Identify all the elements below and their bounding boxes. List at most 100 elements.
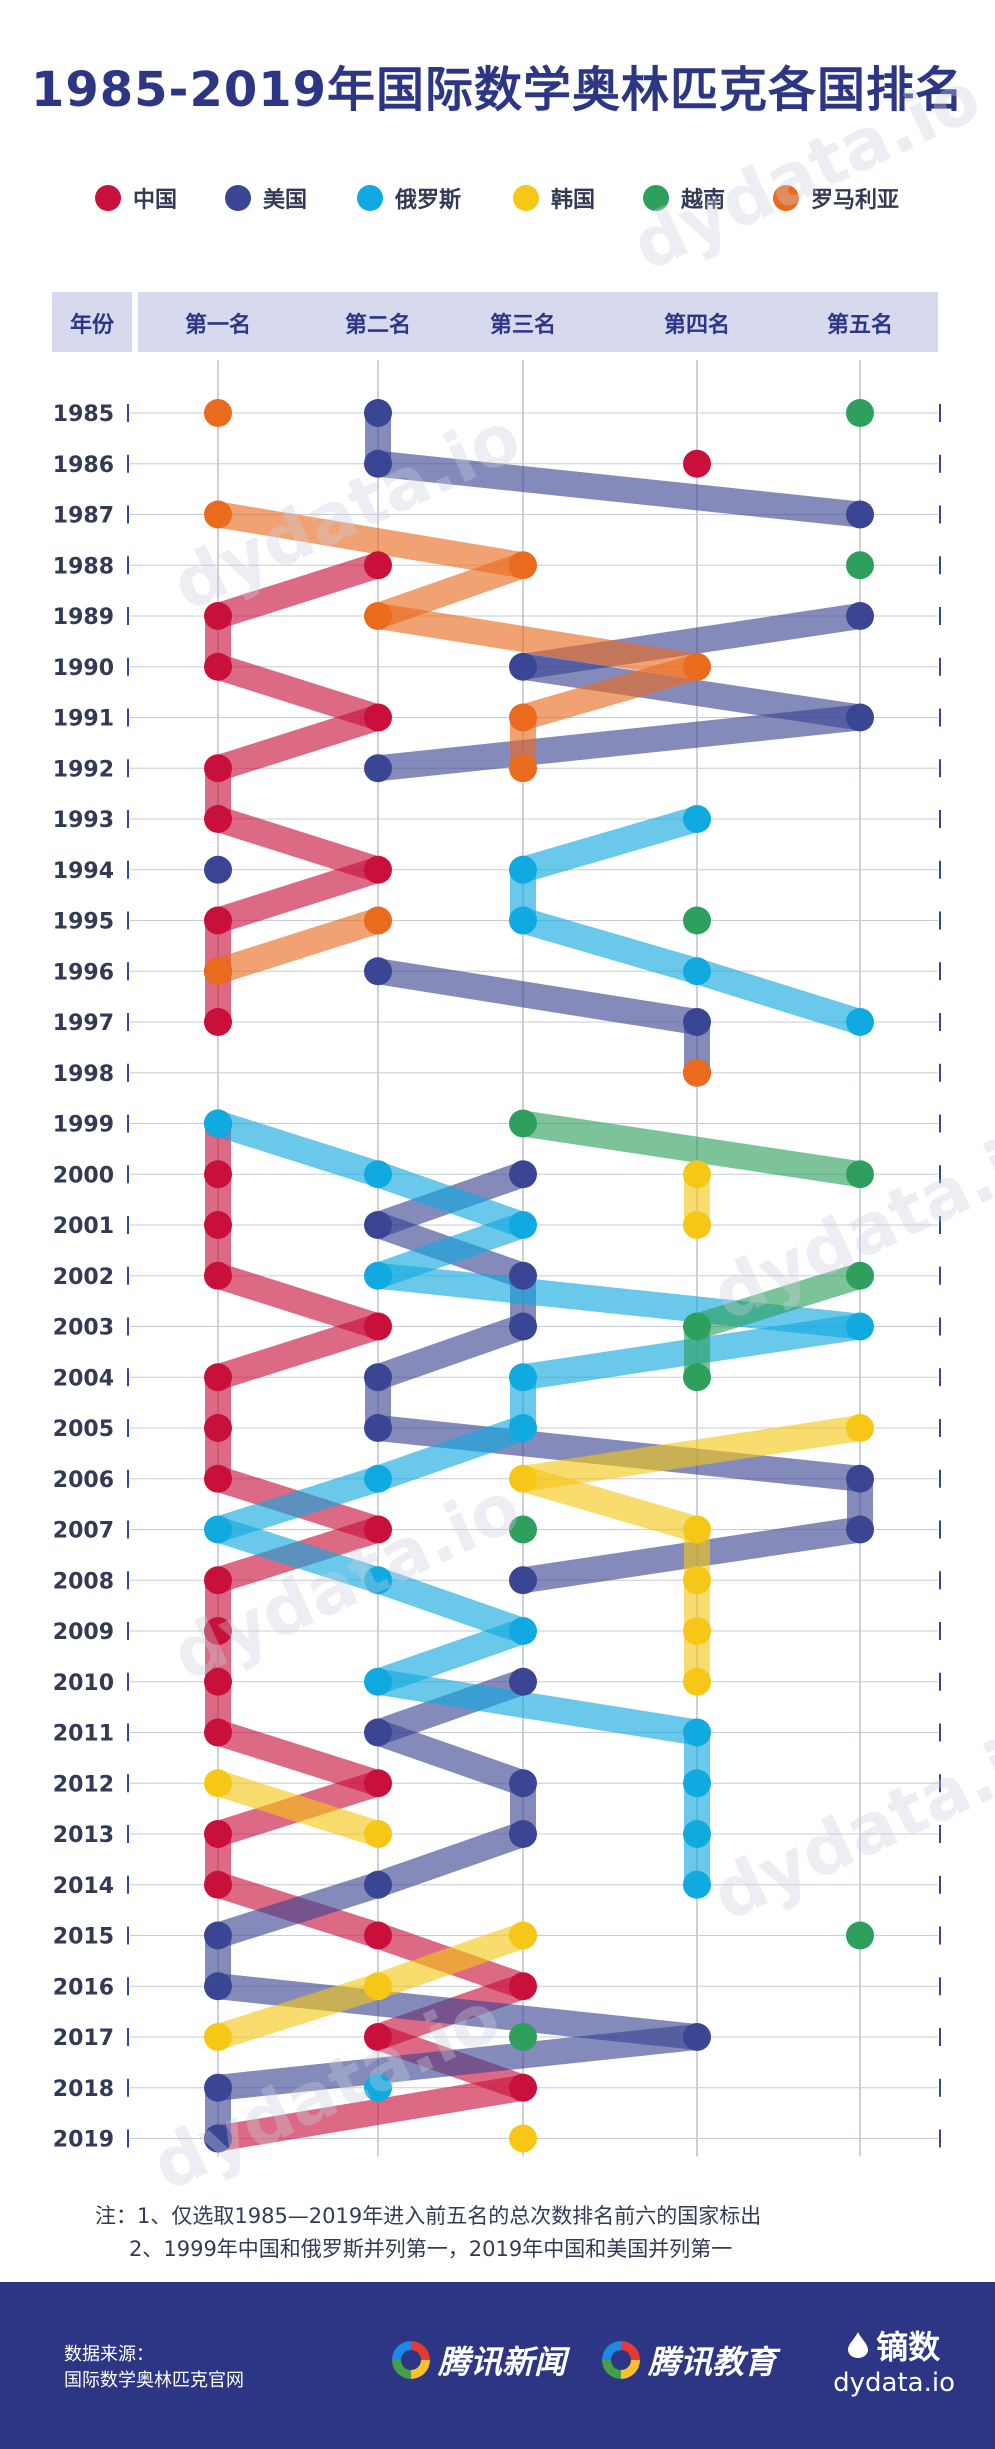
legend-swatch [513,185,539,211]
tencent-news-icon [392,2341,430,2379]
year-label: 1986 [53,453,114,478]
legend-swatch [773,185,799,211]
rank-dot [509,1109,537,1138]
series-segment [205,704,391,782]
legend-swatch [95,185,121,211]
legend-item: 中国 [95,178,177,218]
rank-dot [364,1972,392,2001]
dydata-en-text: dydata.io [833,2368,955,2398]
year-label: 2011 [53,1722,114,1747]
rank-dot [509,1261,537,1290]
year-label: 2000 [53,1163,114,1188]
series-segment [365,603,710,680]
rank-dot [509,1820,537,1848]
series-segment [205,856,391,934]
drop-icon [848,2332,869,2358]
rank-dot [204,855,232,884]
rank-dot [204,2023,232,2051]
rank-dot [364,1870,392,1899]
year-label: 2003 [53,1316,114,1341]
series-segment [205,1465,391,1543]
rank-dot [204,1820,232,1848]
rank-dot [509,1414,537,1442]
rank-dot [683,1211,711,1239]
rank-dot [204,1718,232,1747]
rank-dot [683,1870,711,1899]
rank-dot [364,1363,392,1392]
series-segment [205,501,536,579]
series-segment [205,1770,391,1847]
legend: 中国 美国 俄罗斯 韩国 越南 罗马利亚 [95,178,915,218]
rank-dot [509,1515,537,1544]
year-label: 2016 [53,1975,114,2000]
year-header-label: 年份 [70,312,115,338]
year-label: 1996 [53,960,114,985]
rank-dot [846,399,874,427]
rank-dot [204,399,232,427]
rank-dot [683,1058,711,1087]
series-segment [205,653,391,731]
rank-dot [683,1769,711,1798]
rank-dot [509,1566,537,1595]
series-segment [510,806,710,883]
rank-dot [846,602,874,630]
rank-dot [204,1921,232,1950]
series-segment [205,2074,536,2152]
year-label: 1988 [53,554,114,579]
rank-dot [509,906,537,935]
rank-dot [364,1820,392,1848]
rank-header-label: 第二名 [345,312,411,338]
year-label: 1997 [53,1011,114,1036]
rank-dot [204,1211,232,1239]
rank-dot [364,1566,392,1595]
rank-dot [364,399,392,427]
series-segment [365,1668,710,1746]
rank-dot [364,2073,392,2102]
note-1: 注：1、仅选取1985—2019年进入前五名的总次数排名前六的国家标出 [95,2204,762,2228]
series-segment [205,1973,391,2050]
rank-header-label: 第五名 [827,312,893,338]
legend-label: 俄罗斯 [395,188,462,213]
tencent-news-text: 腾讯新闻 [438,2343,567,2381]
legend-item: 韩国 [513,178,595,218]
rank-dot [683,1515,711,1544]
rank-dot [509,855,537,884]
series-segment [365,704,873,782]
rank-dot [364,957,392,986]
year-label: 2012 [53,1772,114,1797]
rank-dot [364,1261,392,1290]
rank-dot [364,1464,392,1493]
dydata-cn-text: 镝数 [876,2328,941,2366]
series-segment [510,1465,710,1543]
rank-dot [364,1160,392,1189]
rank-dot [509,1617,537,1645]
series-segment [684,1262,873,1340]
series-segment [205,1871,391,1949]
rank-dot [204,2073,232,2102]
dydata-logo: 镝数 dydata.io [833,2322,955,2398]
rank-dot [509,1160,537,1189]
note-2: 2、1999年中国和俄罗斯并列第一，2019年中国和美国并列第一 [129,2237,733,2261]
rank-dot [204,1617,232,1645]
legend-label: 韩国 [551,188,596,213]
rank-dot [204,1667,232,1696]
series-segment [205,1313,391,1391]
rank-dot [204,1566,232,1595]
year-label: 2017 [53,2026,114,2051]
series-segment [205,907,391,985]
rank-dot [204,602,232,630]
rank-dot [509,703,537,732]
series-segment [365,1922,536,2000]
rank-dot [204,1769,232,1798]
rank-dot [846,1312,874,1341]
rank-dot [364,754,392,783]
year-label: 1998 [53,1062,114,1087]
rank-dot [846,551,874,580]
series-segment [205,1719,391,1797]
rank-dot [683,652,711,681]
series-segment [365,450,873,528]
rank-dot [509,1769,537,1798]
rank-dot [204,1464,232,1493]
year-label: 2002 [53,1265,114,1290]
legend-label: 美国 [263,188,308,213]
